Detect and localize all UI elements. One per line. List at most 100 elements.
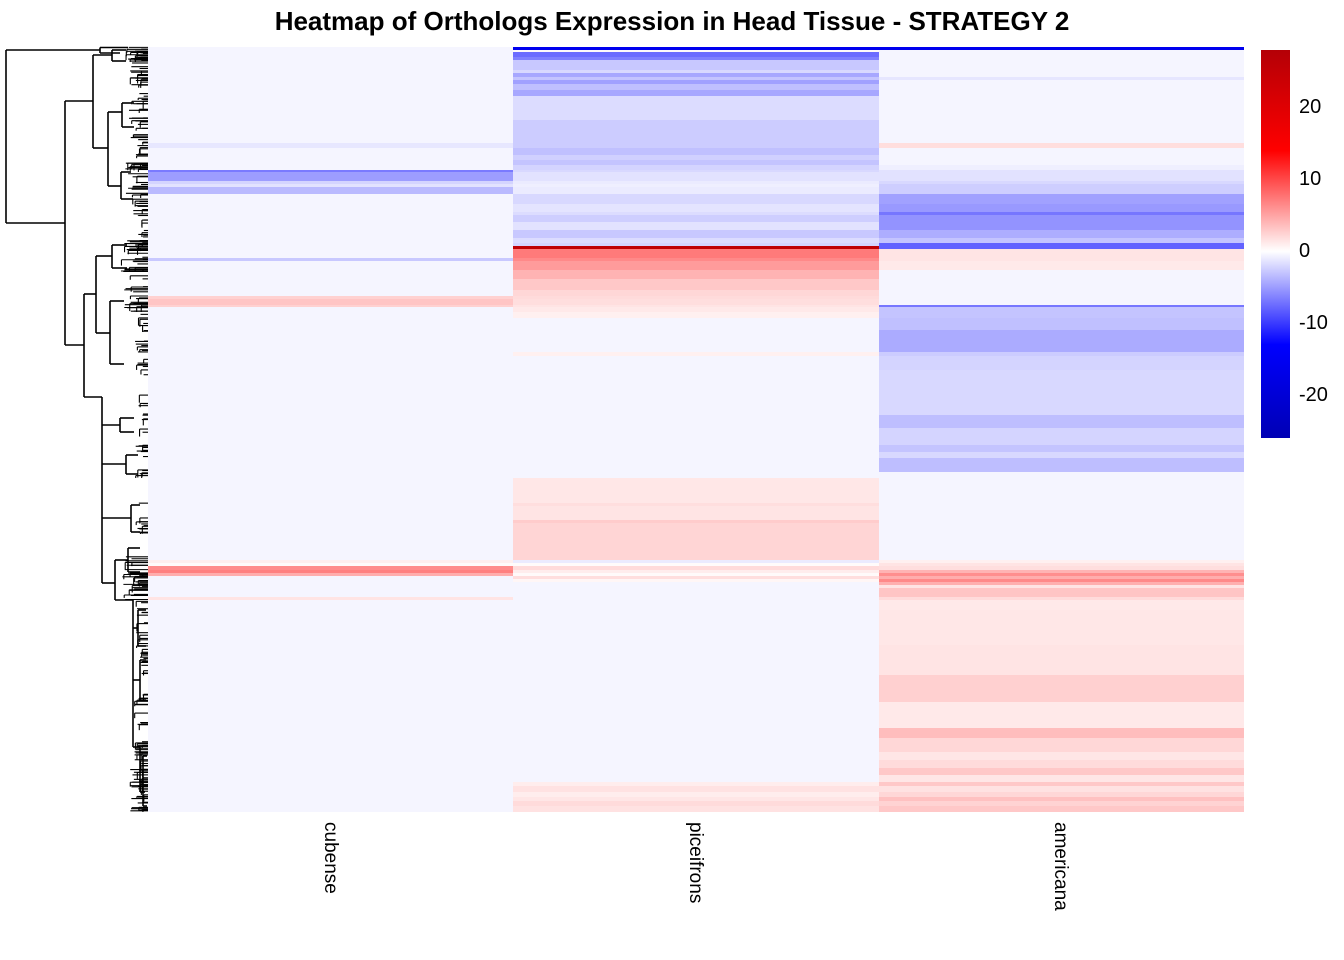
heatmap-band (148, 299, 1244, 305)
heatmap-band (148, 370, 1244, 415)
heatmap-band (148, 768, 1244, 775)
heatmap-band (148, 270, 1244, 279)
heatmap-band (148, 84, 1244, 90)
heatmap-band (148, 60, 1244, 70)
heatmap-band (148, 702, 1244, 728)
heatmap-band (148, 520, 1244, 523)
heatmap-band (148, 452, 1244, 458)
heatmap-band (148, 585, 1244, 588)
heatmap-band (148, 184, 1244, 187)
heatmap-band (148, 503, 1244, 506)
heatmap-band (148, 249, 1244, 258)
heatmap-band (148, 506, 1244, 520)
heatmap-band (148, 143, 1244, 148)
heatmap-band (148, 290, 1244, 296)
heatmap-band (148, 296, 1244, 299)
legend-colorbar (1261, 50, 1290, 438)
heatmap-band (148, 77, 1244, 80)
heatmap-band (148, 579, 1244, 582)
heatmap-band (148, 172, 1244, 181)
heatmap-band (148, 160, 1244, 165)
heatmap-band (148, 204, 1244, 212)
heatmap-band (148, 775, 1244, 782)
heatmap-band (148, 566, 1244, 570)
heatmap-band (148, 261, 1244, 270)
column-label-cubense: cubense (319, 822, 341, 894)
heatmap-band (148, 187, 1244, 194)
heatmap-band (148, 155, 1244, 160)
legend-tick-label: -10 (1299, 312, 1328, 335)
heatmap-band (148, 194, 1244, 204)
heatmap-band (148, 352, 1244, 356)
heatmap-band (148, 610, 1244, 645)
heatmap-band (148, 356, 1244, 370)
heatmap-band (148, 305, 1244, 307)
legend-tick-label: -20 (1299, 383, 1328, 406)
heatmap-band (148, 645, 1244, 675)
heatmap-band (148, 222, 1244, 230)
heatmap-band (148, 597, 1244, 600)
heatmap-band (148, 215, 1244, 222)
heatmap-band (148, 576, 1244, 579)
heatmap-band (148, 600, 1244, 610)
row-dendrogram (5, 46, 148, 812)
heatmap-band (148, 165, 1244, 170)
heatmap-band (148, 90, 1244, 96)
heatmap-band (148, 472, 1244, 478)
chart-title: Heatmap of Orthologs Expression in Head … (274, 6, 1070, 36)
heatmap-band (148, 458, 1244, 472)
legend-tick-label: 0 (1299, 240, 1311, 263)
heatmap-band (148, 279, 1244, 290)
heatmap-band (148, 760, 1244, 768)
heatmap-band (148, 51, 1244, 57)
heatmap-band (148, 148, 1244, 155)
heatmap-band (148, 80, 1244, 84)
heatmap-band (148, 738, 1244, 752)
heatmap-band (148, 523, 1244, 560)
heatmap-band (148, 57, 1244, 60)
heatmap-band (148, 728, 1244, 738)
heatmap-band (148, 806, 1244, 812)
legend-tick-label: 10 (1299, 168, 1322, 191)
heatmap-band (148, 330, 1244, 352)
heatmap-band (148, 752, 1244, 760)
heatmap-band (148, 797, 1244, 801)
heatmap-band (148, 588, 1244, 597)
heatmap-band (148, 258, 1244, 261)
heatmap-grid (148, 47, 1244, 812)
heatmap-band (148, 47, 1244, 50)
legend-tick-label: 20 (1299, 96, 1322, 119)
heatmap-band (148, 318, 1244, 330)
heatmap-band (148, 445, 1244, 452)
heatmap-band (148, 560, 1244, 563)
heatmap-band (148, 428, 1244, 445)
heatmap-band (148, 246, 1244, 249)
heatmap-band (148, 786, 1244, 792)
heatmap-band (148, 181, 1244, 184)
heatmap-band (148, 73, 1244, 77)
heatmap-band (148, 792, 1244, 797)
heatmap-band (148, 50, 1244, 52)
heatmap-band (148, 312, 1244, 318)
heatmap-band (148, 675, 1244, 702)
heatmap-band (148, 212, 1244, 215)
heatmap-band (148, 96, 1244, 120)
heatmap-band (148, 563, 1244, 566)
heatmap-band (148, 120, 1244, 143)
heatmap-band (148, 582, 1244, 585)
heatmap-band (148, 570, 1244, 573)
heatmap-band (148, 573, 1244, 576)
heatmap-band (148, 782, 1244, 786)
column-label-piceifrons: piceifrons (685, 822, 706, 904)
heatmap-band (148, 478, 1244, 503)
heatmap-band (148, 70, 1244, 73)
column-label-americana: americana (1050, 822, 1072, 911)
heatmap-band (148, 238, 1244, 243)
heatmap-band (148, 170, 1244, 172)
heatmap-band (148, 230, 1244, 238)
heatmap-band (148, 243, 1244, 246)
heatmap-band (148, 307, 1244, 312)
heatmap-band (148, 801, 1244, 806)
heatmap-band (148, 415, 1244, 428)
